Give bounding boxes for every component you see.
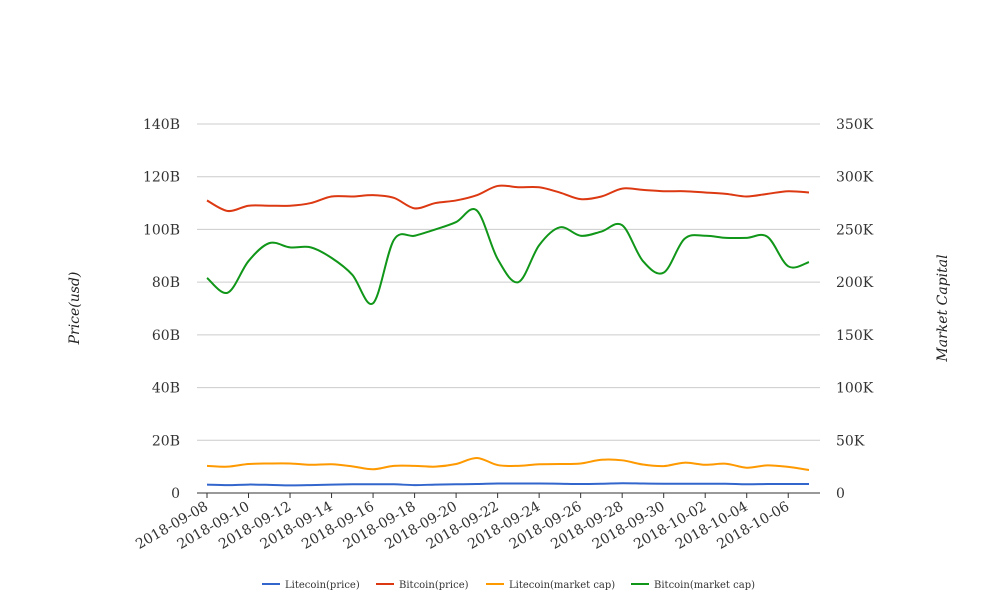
right-tick-label: 300K — [836, 170, 874, 186]
right-tick-label: 50K — [836, 433, 865, 449]
left-axis-title: Price(usd) — [67, 272, 83, 346]
right-y-axis-ticks: 0 50K 100K 150K 200K 250K 300K 350K — [836, 117, 874, 502]
series-line-litecoin-market-cap — [206, 456, 810, 472]
legend: Litecoin(price) Bitcoin(price) Litecoin(ma… — [262, 580, 755, 591]
right-tick-label: 100K — [836, 381, 874, 397]
right-axis-title: Market Capital — [935, 254, 951, 362]
legend-label: Bitcoin(price) — [399, 580, 469, 591]
grid-lines — [197, 123, 820, 494]
left-y-axis-ticks: 0 20B 40B 60B 80B 100B 120B 140B — [143, 117, 180, 502]
series-lines — [206, 184, 810, 487]
left-tick-label: 140B — [143, 117, 180, 133]
left-tick-label: 60B — [152, 328, 180, 344]
legend-label: Litecoin(price) — [285, 580, 360, 591]
right-tick-label: 200K — [836, 275, 874, 291]
legend-label: Litecoin(market cap) — [509, 580, 615, 591]
x-axis-ticks: 2018-09-082018-09-102018-09-122018-09-14… — [133, 493, 792, 553]
series-line-bitcoin-price — [206, 184, 810, 213]
left-tick-label: 100B — [143, 222, 180, 238]
right-tick-label: 250K — [836, 222, 874, 238]
left-tick-label: 80B — [152, 275, 180, 291]
left-tick-label: 0 — [171, 486, 180, 502]
series-line-litecoin-price — [206, 482, 809, 487]
legend-label: Bitcoin(market cap) — [654, 580, 755, 591]
right-tick-label: 350K — [836, 117, 874, 133]
right-tick-label: 0 — [836, 486, 845, 502]
series-line-bitcoin-market-cap — [206, 208, 810, 305]
left-tick-label: 120B — [143, 170, 180, 186]
right-tick-label: 150K — [836, 328, 874, 344]
left-tick-label: 40B — [152, 381, 180, 397]
left-tick-label: 20B — [152, 433, 180, 449]
